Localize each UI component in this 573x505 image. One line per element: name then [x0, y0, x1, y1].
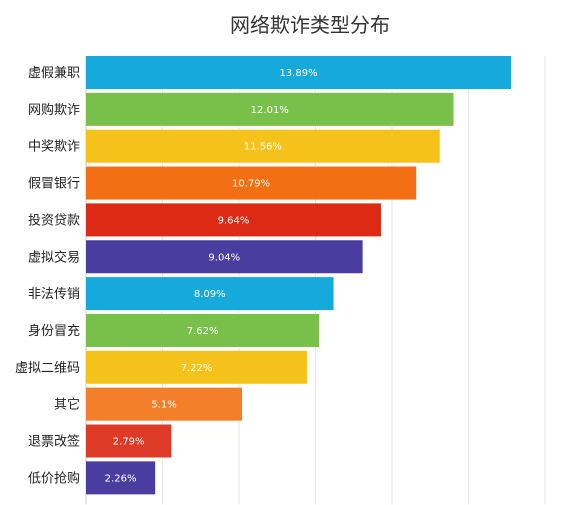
data-label: 5.1%: [151, 400, 176, 411]
chart-title: 网络欺诈类型分布: [230, 13, 390, 37]
bar: [86, 203, 381, 237]
bars: [86, 56, 512, 495]
bar: [86, 56, 512, 89]
bar: [86, 277, 334, 311]
category-label: 虚拟交易: [28, 249, 80, 265]
category-labels: 虚假兼职网购欺诈中奖欺诈假冒银行投资贷款虚拟交易非法传销身份冒充虚拟二维码其它退…: [15, 66, 80, 486]
bar: [86, 129, 440, 163]
data-label: 8.09%: [194, 289, 226, 300]
data-label: 7.62%: [187, 326, 219, 337]
data-label: 7.22%: [181, 363, 213, 374]
category-label: 退票改签: [28, 434, 80, 450]
bar: [86, 166, 417, 200]
category-label: 中奖欺诈: [28, 140, 80, 155]
data-label: 9.04%: [208, 252, 240, 263]
category-label: 虚假兼职: [28, 66, 80, 81]
bar: [86, 350, 307, 384]
value-labels: 13.89% 12.01% 11.56% 10.79% 9.64% 9.04% 8.09% 7…: [105, 68, 318, 484]
data-label: 12.01%: [251, 105, 289, 116]
data-label: 2.79%: [113, 437, 145, 448]
bar: [86, 240, 363, 274]
data-label: 11.56%: [244, 142, 282, 153]
category-label: 低价抢购: [28, 470, 80, 486]
bar: [86, 92, 454, 126]
category-label: 假冒银行: [28, 177, 80, 192]
category-label: 虚拟二维码: [15, 361, 80, 376]
bar: [86, 424, 172, 458]
data-label: 13.89%: [279, 68, 317, 79]
category-label: 其它: [54, 397, 80, 413]
data-label: 2.26%: [105, 473, 137, 484]
bar: [86, 387, 243, 421]
data-label: 9.64%: [218, 215, 250, 226]
data-label: 10.79%: [232, 179, 270, 190]
category-label: 身份冒充: [28, 323, 80, 339]
category-label: 投资贷款: [28, 212, 80, 228]
category-label: 非法传销: [28, 287, 80, 302]
bar: [86, 313, 320, 347]
category-label: 网购欺诈: [28, 102, 80, 118]
bar: [86, 461, 156, 495]
